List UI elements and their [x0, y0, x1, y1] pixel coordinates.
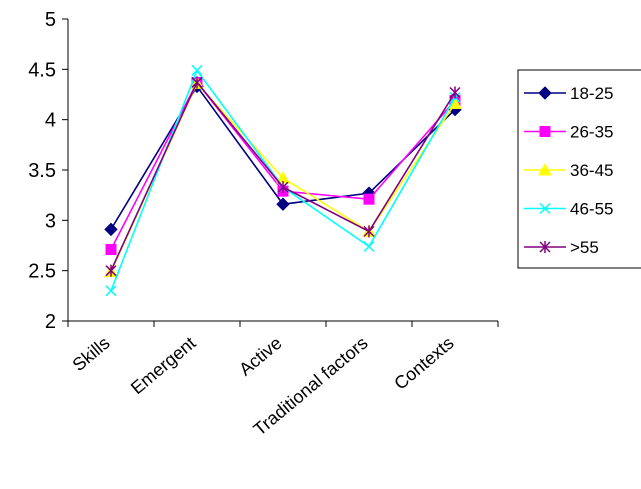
legend-item: 26-35 — [524, 123, 613, 142]
data-point-marker — [363, 240, 375, 253]
y-tick-label: 4.5 — [28, 59, 56, 81]
data-point-marker — [277, 181, 289, 194]
y-tick-label: 3.5 — [28, 160, 56, 182]
legend-marker — [538, 162, 552, 176]
series-line-path — [110, 80, 456, 250]
legend-marker — [539, 126, 551, 137]
series-group — [104, 64, 462, 297]
x-tick-label: Contexts — [390, 333, 457, 394]
legend-label: 46-55 — [570, 200, 613, 219]
y-tick-label: 4 — [45, 110, 56, 132]
data-point-marker — [449, 86, 461, 99]
series-36-45-line — [104, 76, 462, 278]
legend-label: 26-35 — [570, 123, 613, 142]
legend-marker — [539, 202, 551, 215]
data-point-marker — [191, 76, 203, 89]
data-point-marker — [105, 244, 117, 256]
y-tick-label: 3 — [45, 210, 56, 232]
legend-label: 36-45 — [570, 161, 613, 180]
legend-item: 18-25 — [524, 84, 613, 103]
y-tick-label: 2 — [45, 311, 56, 333]
data-point-marker — [104, 222, 118, 237]
data-point-marker — [363, 193, 375, 205]
legend-box — [517, 69, 641, 269]
data-point-marker — [105, 264, 117, 277]
y-tick-label: 2.5 — [28, 261, 56, 283]
legend-item: >55 — [524, 238, 599, 257]
data-point-marker — [276, 197, 290, 211]
x-tick-label: Active — [235, 333, 285, 380]
data-point-marker — [191, 64, 203, 76]
legend: 18-25 26-35 36-45 46-55 >55 — [517, 69, 641, 269]
data-point-marker — [105, 285, 117, 297]
legend-item: 46-55 — [524, 200, 613, 219]
y-tick-label: 5 — [45, 9, 56, 31]
legend-label: >55 — [570, 238, 599, 257]
legend-marker — [539, 241, 551, 253]
legend-label: 18-25 — [570, 84, 613, 103]
legend-marker — [538, 86, 552, 100]
x-tick-label: Emergent — [127, 333, 200, 398]
x-tick-label: Skills — [69, 333, 114, 375]
data-point-marker — [363, 225, 375, 238]
legend-item: 36-45 — [524, 161, 613, 180]
series-55-line — [105, 76, 461, 277]
